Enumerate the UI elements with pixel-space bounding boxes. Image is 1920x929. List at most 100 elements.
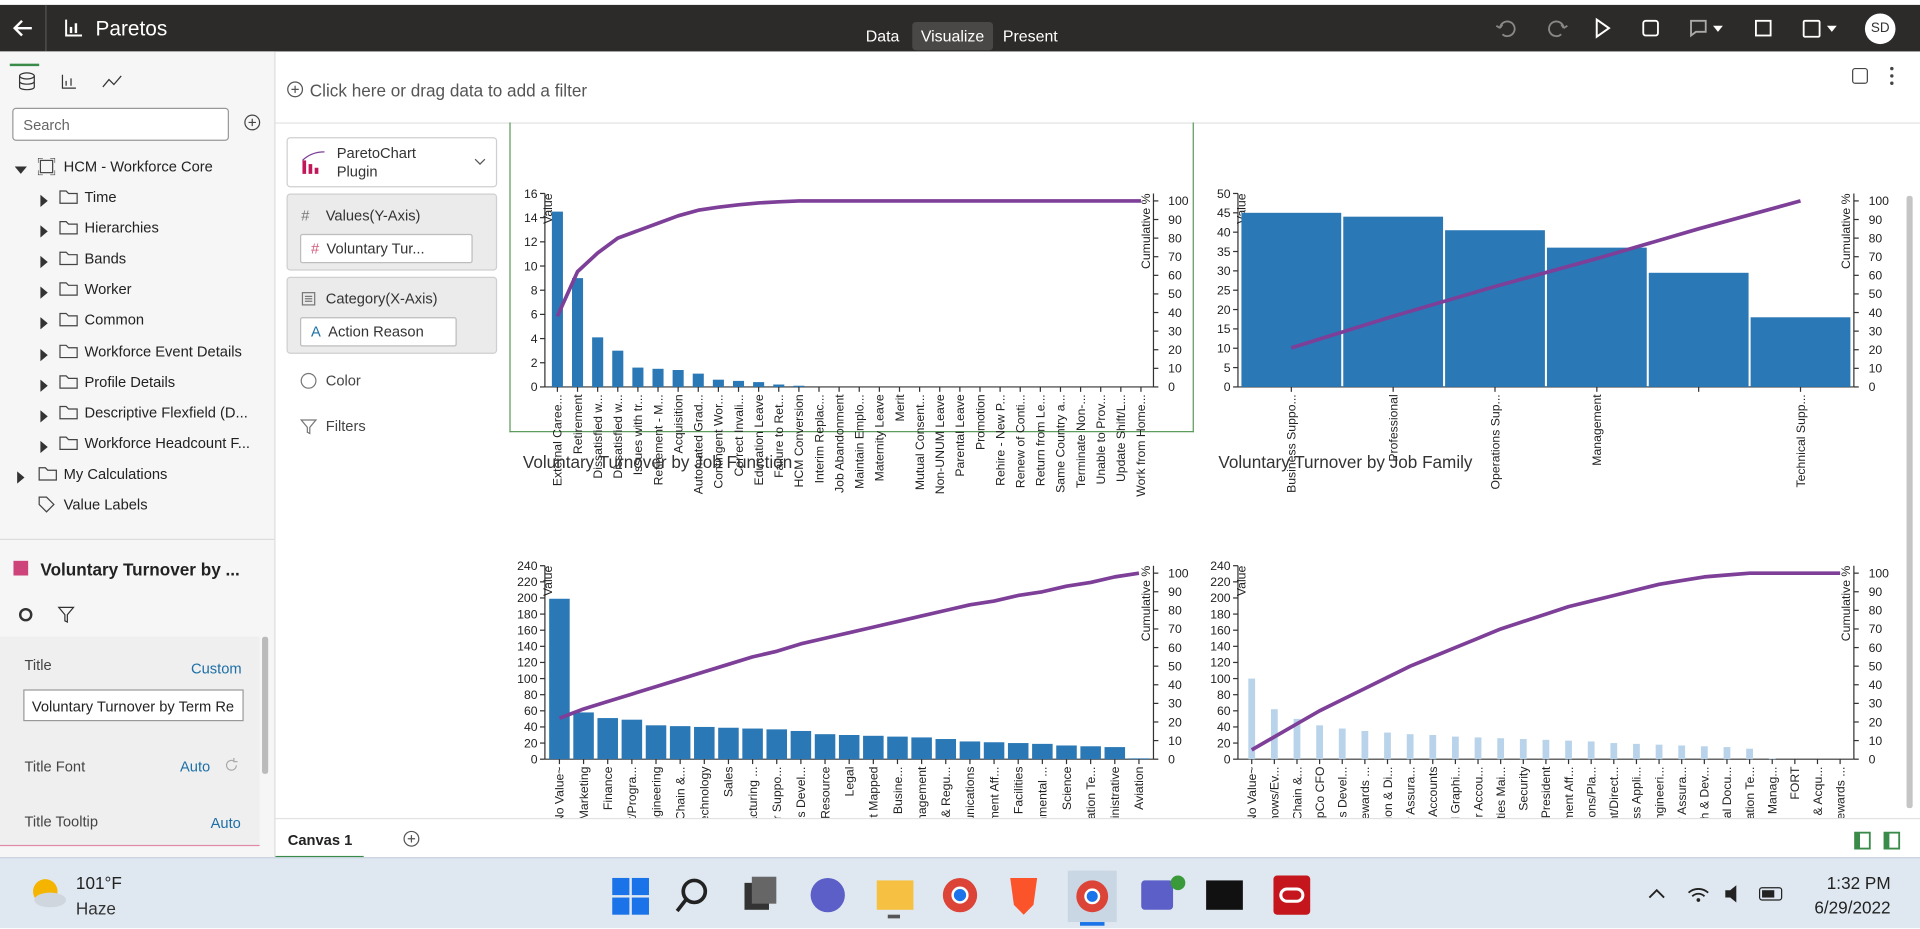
back-button[interactable] (10, 15, 37, 42)
y-tick-label: 240 (1210, 559, 1231, 573)
y-tick-label: 0 (1224, 380, 1231, 394)
tree-folder[interactable]: Descriptive Flexfield (D... (84, 403, 248, 421)
x-tick-label: Marketing (577, 766, 591, 818)
category-pill[interactable]: A Action Reason (300, 317, 457, 347)
y-tick-label: 180 (517, 607, 538, 621)
color-zone[interactable]: Color (325, 372, 361, 390)
expand-caret (38, 375, 50, 397)
y2-tick-label: 80 (1168, 231, 1182, 245)
canvas-menu-icons[interactable] (1849, 65, 1898, 87)
title-input[interactable]: Voluntary Turnover by Term Re (23, 689, 244, 722)
tree-folder[interactable]: Bands (84, 250, 127, 268)
properties-heading: Voluntary Turnover by ... (40, 559, 240, 580)
tree-folder[interactable]: Hierarchies (84, 219, 159, 237)
x-tick-label: Quality & Regu... (939, 767, 953, 818)
tree-folder[interactable]: Workforce Event Details (84, 342, 242, 360)
x-tick-label: Legal (842, 767, 856, 797)
tree-folder[interactable]: Time (84, 188, 117, 206)
bar (1474, 737, 1482, 760)
values-drop-zone[interactable]: # Values(Y-Axis) # Voluntary Tur... (286, 193, 498, 271)
x-tick-label: Fortive Busine... (891, 767, 905, 818)
panel-icons[interactable] (17, 71, 139, 93)
drop-zone-icon (301, 292, 316, 306)
tree-folder[interactable]: Worker (84, 280, 132, 298)
values-pill[interactable]: # Voluntary Tur... (300, 233, 473, 264)
y-tick-label: 160 (517, 623, 538, 637)
bar (911, 737, 932, 760)
toolbar-icons[interactable] (1488, 12, 1855, 44)
y2-tick-label: 70 (1869, 622, 1883, 636)
x-tick-label: Engineering (649, 766, 663, 818)
filter-add-icon[interactable] (287, 81, 304, 98)
property-value[interactable]: Auto (180, 757, 211, 776)
y2-tick-label: 50 (1869, 287, 1883, 301)
y2-tick-label: 80 (1869, 604, 1883, 618)
property-value[interactable]: Auto (210, 814, 241, 832)
property-value[interactable]: Custom (191, 660, 242, 678)
bar (1128, 758, 1150, 760)
y-tick-label: 14 (524, 211, 538, 225)
bar (1678, 745, 1686, 760)
x-tick-label: Customer Suppo... (770, 767, 784, 818)
y-tick-label: 100 (517, 672, 538, 686)
category-drop-zone[interactable]: Category(X-Axis) A Action Reason (286, 276, 498, 354)
tree-item[interactable]: My Calculations (63, 465, 168, 483)
x-tick-label: Key Accounts (1426, 767, 1440, 818)
tree-folder[interactable]: Profile Details (84, 372, 176, 391)
plugin-selector[interactable]: ParetoChart Plugin (286, 137, 498, 188)
y-tick-label: 220 (517, 575, 538, 589)
subject-area[interactable]: HCM - Workforce Core (63, 157, 213, 176)
filters-zone[interactable]: Filters (325, 417, 366, 435)
system-tray[interactable] (1647, 880, 1794, 907)
taskbar-apps[interactable] (606, 870, 1328, 927)
expand-caret (38, 283, 50, 305)
x-tick-label: Parental Leave (953, 394, 967, 476)
reset-icon[interactable] (223, 757, 240, 774)
bar (790, 730, 812, 760)
y2-tick-label: 60 (1168, 641, 1182, 655)
y2-tick-label: 100 (1869, 194, 1890, 208)
x-tick-label: Human Resource (818, 766, 832, 818)
y2-tick-label: 30 (1869, 697, 1883, 711)
dropdown-caret (474, 158, 486, 165)
tree-folder[interactable]: Common (84, 311, 145, 329)
weather-icon[interactable] (27, 873, 69, 915)
expand-caret (38, 437, 50, 459)
canvas-tab[interactable]: Canvas 1 (275, 819, 364, 859)
add-button[interactable] (244, 114, 261, 131)
y2-tick-label: 100 (1869, 566, 1890, 580)
x-tick-label: Return from Le... (1034, 394, 1048, 486)
folder-icon (59, 404, 79, 426)
drop-zone-label: Values(Y-Axis) (325, 206, 421, 225)
user-avatar[interactable]: SD (1864, 13, 1896, 45)
bar (1700, 746, 1708, 760)
bar (573, 712, 594, 760)
tab[interactable]: Present (1002, 26, 1058, 46)
folder-icon (38, 465, 58, 487)
y-tick-label: 160 (1210, 623, 1231, 637)
bar (1270, 709, 1278, 760)
x-tick-label: Non-UNUM Leave (933, 394, 947, 494)
layout-icons[interactable] (1853, 831, 1902, 851)
bar (793, 385, 805, 387)
properties-tabs[interactable] (16, 605, 89, 625)
x-tick-label: Finance (601, 766, 615, 810)
bar (597, 718, 618, 760)
y-tick-label: 10 (524, 259, 538, 273)
add-canvas[interactable] (403, 830, 420, 847)
selected-viz-frame[interactable] (509, 122, 1194, 433)
tab[interactable]: Data (865, 26, 900, 46)
bar (645, 725, 667, 760)
pill-text: Voluntary Tur... (326, 240, 425, 258)
tab-active[interactable]: Visualize (912, 22, 993, 51)
y-tick-label: 0 (531, 380, 538, 394)
search-box[interactable]: Search (12, 107, 229, 141)
filter-bar[interactable]: Click here or drag data to add a filter (309, 80, 588, 101)
expand-caret (38, 345, 50, 367)
scrollbar[interactable] (1906, 195, 1913, 809)
bar (1343, 216, 1444, 387)
chart-title: Voluntary Turnover by Job Family (1218, 452, 1473, 472)
tree-item[interactable]: Value Labels (63, 495, 148, 514)
tree-folder[interactable]: Workforce Headcount F... (84, 434, 251, 452)
scrollbar[interactable] (262, 636, 269, 774)
